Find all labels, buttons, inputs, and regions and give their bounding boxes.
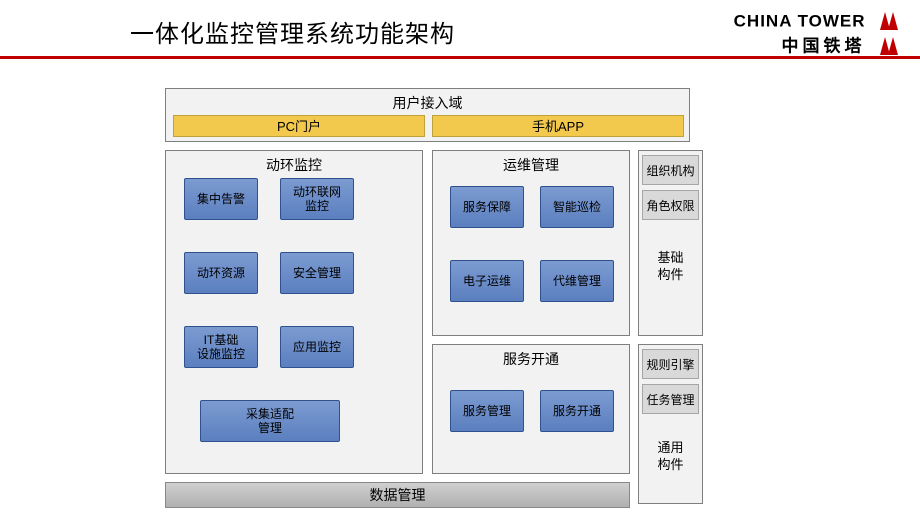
box-smart-inspect: 智能巡检 — [540, 186, 614, 228]
box-service-guarantee: 服务保障 — [450, 186, 524, 228]
panel-title-user-access: 用户接入域 — [166, 89, 689, 115]
box-org: 组织机构 — [642, 155, 699, 185]
box-dh-resource: 动环资源 — [184, 252, 258, 294]
box-agent-ops: 代维管理 — [540, 260, 614, 302]
box-e-ops: 电子运维 — [450, 260, 524, 302]
panel-title-svc: 服务开通 — [433, 345, 629, 371]
logo-text-en: CHINA TOWER — [734, 12, 866, 31]
panel-title-ops: 运维管理 — [433, 151, 629, 177]
box-it-infra-monitor: IT基础 设施监控 — [184, 326, 258, 368]
diagram-canvas: 用户接入域 PC门户 手机APP 动环监控 集中告警 动环联网 监控 动环资源 … — [0, 60, 920, 518]
logo-text-cn: 中国铁塔 — [782, 36, 866, 55]
panel-title-dh: 动环监控 — [166, 151, 422, 177]
label-base-components: 基础 构件 — [642, 250, 699, 284]
box-rule-engine: 规则引擎 — [642, 349, 699, 379]
panel-ops: 运维管理 — [432, 150, 630, 336]
box-service-open: 服务开通 — [540, 390, 614, 432]
logo: CHINA TOWER 中国铁塔 — [734, 10, 902, 59]
bar-mobile-app: 手机APP — [432, 115, 684, 137]
box-role-perm: 角色权限 — [642, 190, 699, 220]
logo-mark-icon — [876, 10, 902, 35]
label-common-components: 通用 构件 — [642, 440, 699, 474]
bar-pc-portal: PC门户 — [173, 115, 425, 137]
bar-data-mgmt: 数据管理 — [165, 482, 630, 508]
box-collect-adapt: 采集适配 管理 — [200, 400, 340, 442]
box-task-mgmt: 任务管理 — [642, 384, 699, 414]
title-underline — [0, 56, 920, 59]
title-bar: 一体化监控管理系统功能架构 CHINA TOWER 中国铁塔 — [0, 0, 920, 60]
box-security-mgmt: 安全管理 — [280, 252, 354, 294]
box-central-alarm: 集中告警 — [184, 178, 258, 220]
box-app-monitor: 应用监控 — [280, 326, 354, 368]
box-service-mgmt: 服务管理 — [450, 390, 524, 432]
box-dh-network-monitor: 动环联网 监控 — [280, 178, 354, 220]
